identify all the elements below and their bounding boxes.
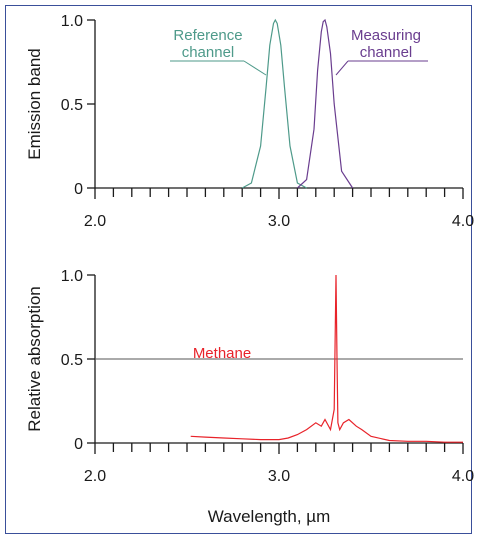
y-tick-label: 1.0 [61,13,83,30]
series-line-measuring-channel [296,18,354,189]
series-line-methane [190,274,463,443]
x-tick-label: 3.0 [268,468,290,485]
x-tick-label: 4.0 [452,468,474,485]
x-tick-label: 2.0 [84,213,106,230]
x-tick-label: 4.0 [452,213,474,230]
annotation-label: Reference [173,27,242,44]
x-tick-label: 2.0 [84,468,106,485]
annotation-label: channel [360,44,413,61]
y-tick-label: 0.5 [61,97,83,114]
y-tick-label: 0.5 [61,352,83,369]
x-axis-label: Wavelength, µm [208,507,331,526]
annotation-leader [243,60,267,76]
y-axis-label: Emission band [25,48,44,160]
annotation-label: channel [182,44,235,61]
x-tick-label: 3.0 [268,213,290,230]
y-tick-label: 1.0 [61,268,83,285]
y-axis-label: Relative absorption [25,286,44,432]
annotation-leader [335,60,349,76]
annotation-label: Methane [193,345,251,362]
y-tick-label: 0 [74,181,83,198]
figure-frame [5,5,472,534]
y-tick-label: 0 [74,436,83,453]
annotation-label: Measuring [351,27,421,44]
series-line-reference-channel [241,18,307,189]
